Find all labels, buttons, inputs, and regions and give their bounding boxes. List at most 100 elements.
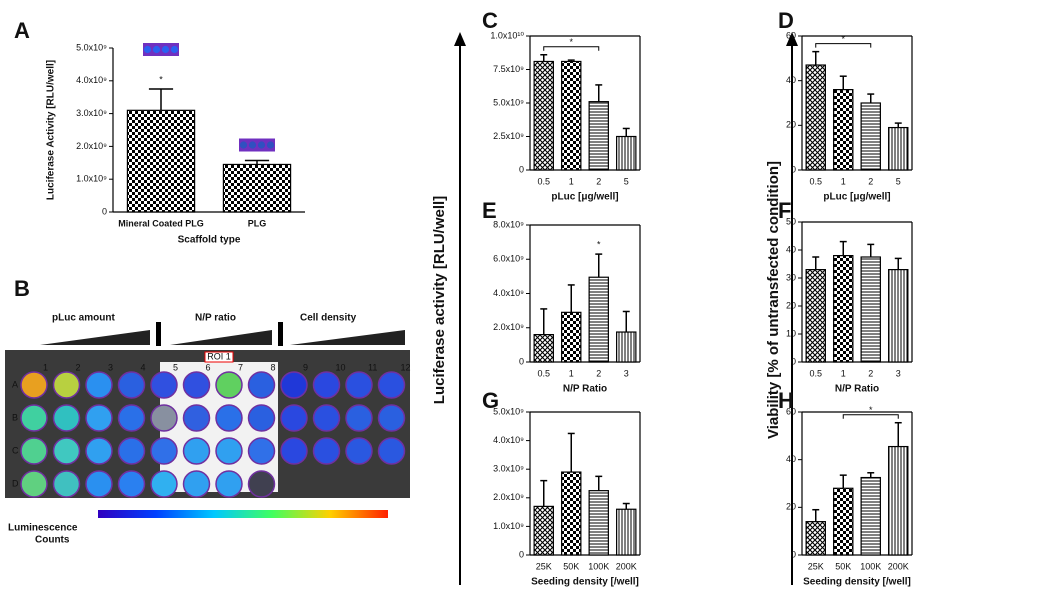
well	[117, 470, 146, 498]
bar	[833, 255, 854, 363]
arrowhead	[454, 32, 466, 46]
well	[345, 404, 373, 432]
column-label: 10	[336, 362, 346, 372]
x-tick-label: 100K	[588, 561, 609, 571]
separator	[156, 322, 161, 346]
well	[85, 437, 113, 465]
column-label: 6	[206, 362, 211, 372]
x-axis-label: N/P Ratio	[563, 384, 607, 395]
group-label: N/P ratio	[195, 313, 236, 324]
y-tick-label: 2.0x10⁹	[493, 492, 524, 502]
group-label: pLuc amount	[52, 313, 115, 324]
y-tick-label: 3.0x10⁹	[493, 464, 524, 474]
well	[117, 437, 146, 465]
y-tick-label: 0	[519, 549, 524, 559]
row-label: A	[12, 379, 18, 389]
well	[182, 371, 211, 399]
well	[20, 437, 48, 465]
y-tick-label: 0	[102, 206, 107, 216]
bar	[533, 334, 554, 363]
x-tick-label: Mineral Coated PLG	[118, 218, 204, 228]
column-label: 7	[238, 362, 243, 372]
x-tick-label: 5	[896, 176, 901, 186]
well-strip-dot	[143, 45, 152, 54]
well-strip-dot	[170, 45, 179, 54]
well	[85, 404, 113, 432]
x-tick-label: 1	[569, 176, 574, 186]
x-tick-label: 100K	[860, 561, 881, 571]
x-axis-label: Seeding density [/well]	[803, 577, 911, 588]
column-label: 8	[271, 362, 276, 372]
bar	[888, 445, 909, 556]
x-tick-label: 0.5	[809, 176, 822, 186]
bar	[833, 487, 854, 556]
column-label: 9	[303, 362, 308, 372]
y-tick-label: 20	[786, 120, 796, 130]
panel-letter: B	[14, 276, 30, 301]
well	[247, 437, 276, 465]
significance-mark: *	[569, 37, 573, 47]
well	[312, 404, 341, 432]
y-tick-label: 0	[791, 549, 796, 559]
y-tick-label: 60	[786, 30, 796, 40]
well	[85, 470, 113, 498]
significance-bracket	[543, 46, 600, 51]
well	[52, 470, 81, 498]
bar	[533, 505, 554, 556]
well	[215, 371, 243, 399]
group-label: Cell density	[300, 313, 357, 324]
y-tick-label: 0	[519, 164, 524, 174]
x-tick-label: 25K	[536, 561, 552, 571]
x-tick-label: 1	[841, 176, 846, 186]
panel-letter: A	[14, 18, 30, 43]
significance-mark: *	[159, 74, 163, 84]
well	[215, 437, 243, 465]
colorbar-title: Luminescence	[8, 523, 78, 534]
bar	[126, 109, 196, 213]
bar	[588, 276, 609, 363]
well	[150, 404, 178, 432]
bar	[805, 64, 826, 171]
column-label: 2	[76, 362, 81, 372]
well	[345, 371, 373, 399]
x-tick-label: 5	[624, 176, 629, 186]
y-tick-label: 0	[519, 356, 524, 366]
wedge	[170, 330, 272, 345]
y-tick-label: 5.0x10⁹	[76, 42, 107, 52]
y-tick-label: 0	[791, 356, 796, 366]
well	[182, 470, 211, 498]
well	[150, 371, 178, 399]
x-axis-label: pLuc [μg/well]	[551, 192, 618, 203]
bar	[616, 135, 637, 171]
well-strip-dot	[152, 45, 161, 54]
bar	[888, 269, 909, 363]
shared-y-label: Viability [% of untransfected condition]	[765, 161, 782, 439]
y-tick-label: 30	[786, 272, 796, 282]
y-tick-label: 50	[786, 216, 796, 226]
well	[215, 404, 243, 432]
well	[247, 404, 276, 432]
shared-y-label: Luciferase activity [RLU/well]	[431, 196, 448, 404]
significance-mark: *	[597, 239, 601, 249]
row-label: D	[12, 478, 19, 488]
well	[20, 371, 48, 399]
well-strip	[239, 138, 275, 152]
bar	[860, 476, 881, 556]
y-tick-label: 2.0x10⁹	[76, 141, 107, 151]
y-tick-label: 40	[786, 454, 796, 464]
well	[247, 470, 276, 498]
well	[20, 470, 48, 498]
well	[182, 404, 211, 432]
y-tick-label: 2.0x10⁹	[493, 322, 524, 332]
y-tick-label: 1.0x10⁹	[493, 521, 524, 531]
row-label: B	[12, 412, 18, 422]
well-strip-dot	[257, 141, 266, 149]
y-tick-label: 4.0x10⁹	[493, 435, 524, 445]
well	[52, 437, 81, 465]
x-tick-label: 2	[868, 368, 873, 378]
y-tick-label: 5.0x10⁹	[493, 406, 524, 416]
bar	[860, 102, 881, 171]
plate-panel: B pLuc amount N/P ratio Cell density Lum…	[5, 276, 411, 546]
y-axis-label: Luciferase Activity [RLU/well]	[46, 60, 57, 200]
x-tick-label: 2	[596, 368, 601, 378]
